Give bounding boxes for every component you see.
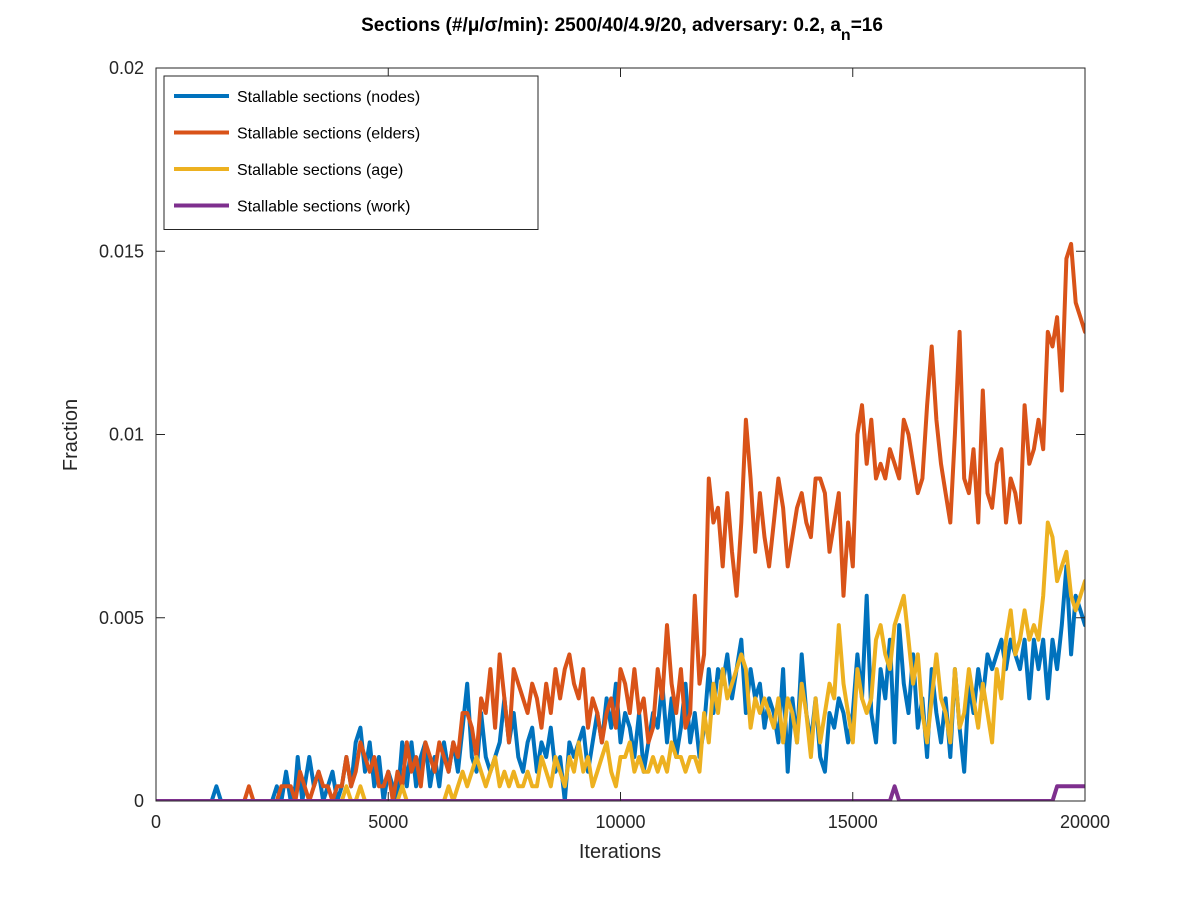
y-tick-label: 0.02 — [109, 58, 144, 78]
y-tick-label: 0.005 — [99, 608, 144, 628]
y-tick-label: 0.015 — [99, 241, 144, 261]
x-tick-label: 15000 — [828, 812, 878, 832]
legend-label-4: Stallable sections (work) — [237, 199, 410, 216]
x-tick-label: 5000 — [368, 812, 408, 832]
legend: Stallable sections (nodes) Stallable sect… — [163, 75, 539, 230]
chart-title-subscript: n — [841, 27, 851, 44]
series-line-3 — [156, 520, 1085, 801]
chart-title: Sections (#/μ/σ/min): 2500/40/4.9/20, ad… — [361, 15, 883, 44]
y-tick-label: 0.01 — [109, 425, 144, 445]
legend-label-2: Stallable sections (elders) — [237, 126, 420, 143]
x-axis-label: Iterations — [579, 841, 661, 863]
x-tick-label: 0 — [151, 812, 161, 832]
axes: 0 5000 10000 15000 20000 0 0.005 0.01 0.015 0.02 — [99, 58, 1110, 832]
chart-title-main: Sections (#/μ/σ/min): 2500/40/4.9/20, ad… — [361, 15, 841, 36]
x-tick-label: 10000 — [595, 812, 645, 832]
legend-label-3: Stallable sections (age) — [237, 162, 403, 179]
series-line-4 — [156, 784, 1085, 801]
chart-title-suffix: =16 — [851, 15, 883, 36]
y-axis-label: Fraction — [60, 399, 82, 471]
x-tick-label: 20000 — [1060, 812, 1110, 832]
y-tick-label: 0 — [134, 791, 144, 811]
legend-label-1: Stallable sections (nodes) — [237, 89, 420, 106]
series-lines — [156, 241, 1085, 801]
plot-area — [156, 241, 1085, 801]
series-line-2 — [156, 241, 1085, 801]
